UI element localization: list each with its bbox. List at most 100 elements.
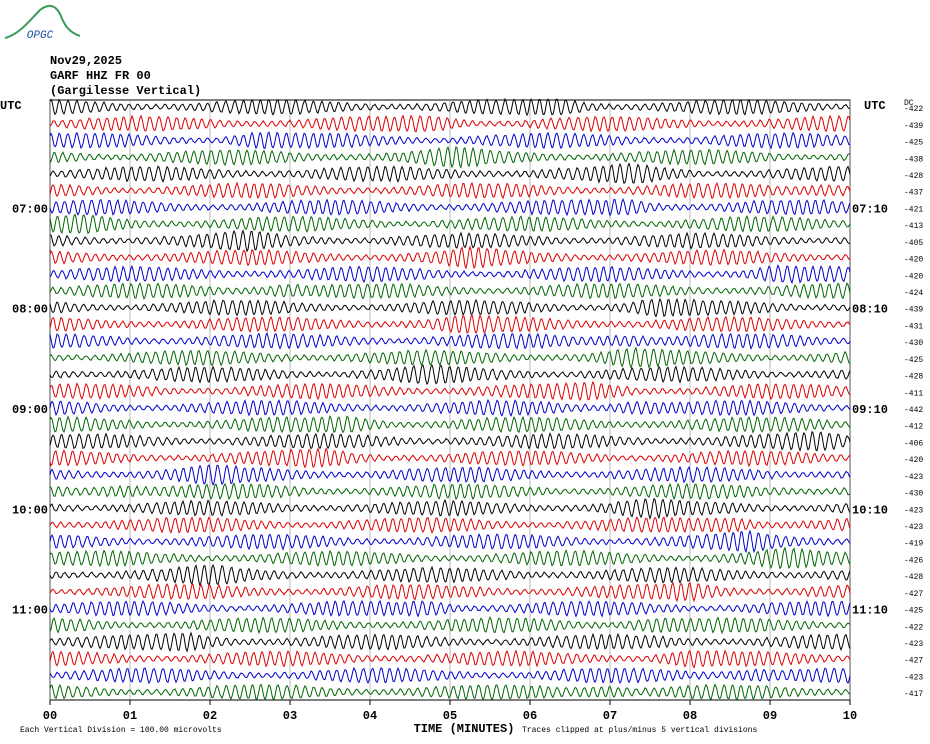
right-header: UTC — [864, 99, 886, 113]
x-tick-label: 07 — [603, 709, 617, 723]
title-line: GARF HHZ FR 00 — [50, 69, 151, 83]
offset-label: -413 — [904, 222, 923, 231]
offset-label: -428 — [904, 172, 923, 181]
offset-label: -428 — [904, 573, 923, 582]
trace — [49, 145, 851, 169]
offset-label: -437 — [904, 189, 923, 198]
trace — [49, 546, 851, 570]
offset-label: -411 — [904, 389, 923, 398]
trace — [49, 114, 851, 133]
offset-label: -420 — [904, 256, 923, 265]
title-line: (Gargilesse Vertical) — [50, 84, 201, 98]
offset-label: -427 — [904, 657, 923, 666]
x-tick-label: 02 — [203, 709, 217, 723]
trace — [49, 162, 851, 185]
time-label-left: 09:00 — [12, 403, 48, 417]
offset-label: -423 — [904, 506, 923, 515]
offset-header: DC — [904, 99, 914, 108]
offset-label: -430 — [904, 490, 923, 499]
title-line: Nov29,2025 — [50, 54, 122, 68]
x-axis-label: TIME (MINUTES) — [414, 722, 515, 736]
trace — [49, 497, 851, 521]
logo-text: OPGC — [27, 30, 54, 42]
offset-label: -431 — [904, 322, 923, 331]
offset-label: -439 — [904, 122, 923, 131]
trace — [49, 181, 851, 200]
x-tick-label: 00 — [43, 709, 57, 723]
trace — [49, 464, 851, 486]
time-label-right: 07:10 — [852, 202, 888, 216]
trace — [49, 516, 851, 534]
offset-label: -405 — [904, 239, 923, 248]
trace — [49, 380, 851, 402]
trace — [49, 581, 851, 603]
time-label-left: 07:00 — [12, 202, 48, 216]
time-label-right: 09:10 — [852, 403, 888, 417]
trace — [49, 447, 851, 469]
x-tick-label: 09 — [763, 709, 777, 723]
x-tick-label: 01 — [123, 709, 137, 723]
offset-label: -423 — [904, 673, 923, 682]
trace — [49, 666, 851, 685]
offset-label: -423 — [904, 523, 923, 532]
trace — [49, 599, 851, 618]
trace — [49, 245, 851, 270]
trace — [49, 649, 851, 669]
time-label-right: 08:10 — [852, 303, 888, 317]
offset-label: -426 — [904, 556, 923, 565]
offset-label: -406 — [904, 439, 923, 448]
x-tick-label: 10 — [843, 709, 857, 723]
offset-label: -425 — [904, 356, 923, 365]
trace — [49, 430, 851, 453]
offset-label: -423 — [904, 473, 923, 482]
trace — [49, 313, 851, 334]
trace — [49, 482, 851, 501]
trace — [49, 683, 851, 702]
trace — [49, 364, 851, 386]
left-header: UTC — [0, 99, 22, 113]
x-tick-label: 04 — [363, 709, 377, 723]
offset-label: -425 — [904, 607, 923, 616]
x-tick-label: 03 — [283, 709, 297, 723]
offset-label: -427 — [904, 590, 923, 599]
trace — [49, 131, 851, 150]
offset-label: -425 — [904, 139, 923, 148]
offset-label: -422 — [904, 623, 923, 632]
offset-label: -439 — [904, 306, 923, 315]
offset-label: -420 — [904, 272, 923, 281]
x-tick-label: 06 — [523, 709, 537, 723]
trace — [49, 97, 851, 117]
time-label-right: 11:10 — [852, 604, 888, 618]
x-tick-label: 08 — [683, 709, 697, 723]
trace — [49, 414, 851, 434]
offset-label: -422 — [904, 105, 923, 114]
trace — [49, 615, 851, 635]
offset-label: -412 — [904, 423, 923, 432]
scale-note: Each Vertical Division = 100.00 microvol… — [20, 726, 222, 735]
time-label-left: 10:00 — [12, 503, 48, 517]
trace — [49, 213, 851, 235]
trace — [49, 529, 851, 554]
offset-label: -438 — [904, 155, 923, 164]
trace — [49, 331, 851, 350]
offset-label: -423 — [904, 640, 923, 649]
offset-label: -424 — [904, 289, 923, 298]
trace — [49, 282, 851, 300]
trace — [49, 229, 851, 253]
offset-label: -421 — [904, 205, 923, 214]
time-label-left: 08:00 — [12, 303, 48, 317]
x-tick-label: 05 — [443, 709, 457, 723]
trace — [49, 398, 851, 417]
clip-note: Traces clipped at plus/minus 5 vertical … — [522, 726, 757, 735]
trace — [49, 297, 851, 318]
time-label-left: 11:00 — [12, 604, 48, 618]
trace — [49, 197, 851, 217]
trace — [49, 264, 851, 285]
offset-label: -428 — [904, 373, 923, 382]
offset-label: -442 — [904, 406, 923, 415]
offset-label: -419 — [904, 540, 923, 549]
trace — [49, 631, 851, 653]
logo-mark — [4, 4, 81, 39]
